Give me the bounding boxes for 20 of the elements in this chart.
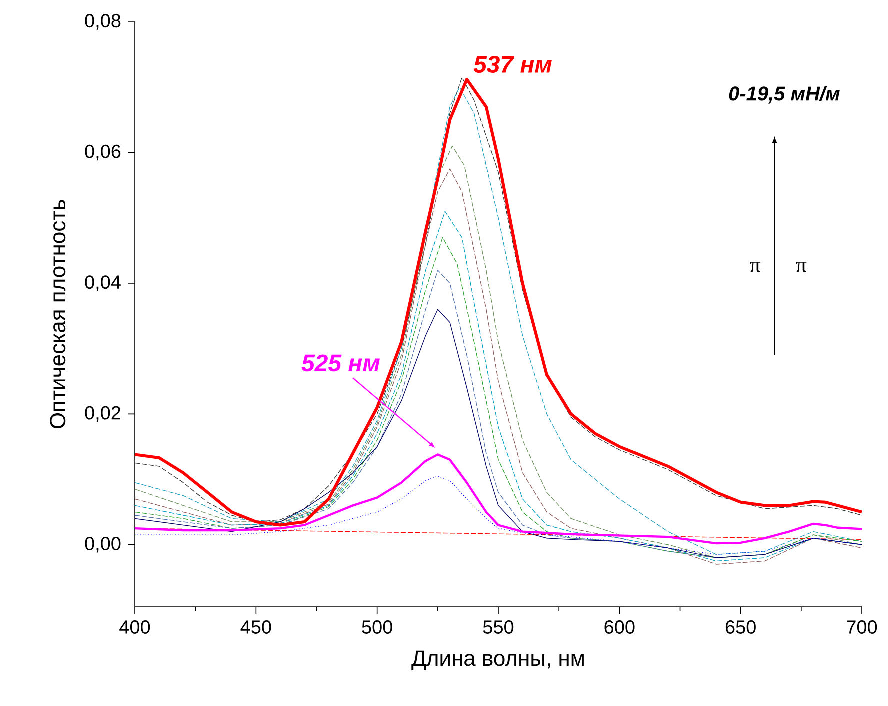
x-tick-label: 700: [847, 620, 878, 634]
x-tick-label: 400: [120, 620, 150, 634]
x-tick-label: 650: [726, 620, 756, 634]
annotation: π: [750, 262, 761, 272]
annotation: 537 нм: [474, 56, 552, 73]
y-tick-label: 0,06: [85, 144, 121, 161]
y-tick-label: 0,02: [85, 406, 121, 422]
annotation: 0-19,5 мН/м: [729, 86, 840, 104]
y-tick-label: 0,04: [85, 276, 121, 292]
annotation: 525 нм: [302, 354, 380, 372]
x-tick-label: 450: [240, 620, 272, 634]
y-tick-label: 0,08: [85, 14, 121, 30]
x-tick-label: 500: [362, 620, 392, 634]
x-tick-label: 550: [483, 620, 514, 634]
x-tick-label: 600: [604, 620, 635, 634]
line-series: [134, 476, 862, 556]
y-tick-label: 0,00: [85, 537, 121, 553]
annotation: π: [796, 262, 807, 272]
x-axis-title: Длина волны, нм: [412, 650, 584, 670]
y-axis-title: Оптическая плотность: [50, 200, 66, 429]
